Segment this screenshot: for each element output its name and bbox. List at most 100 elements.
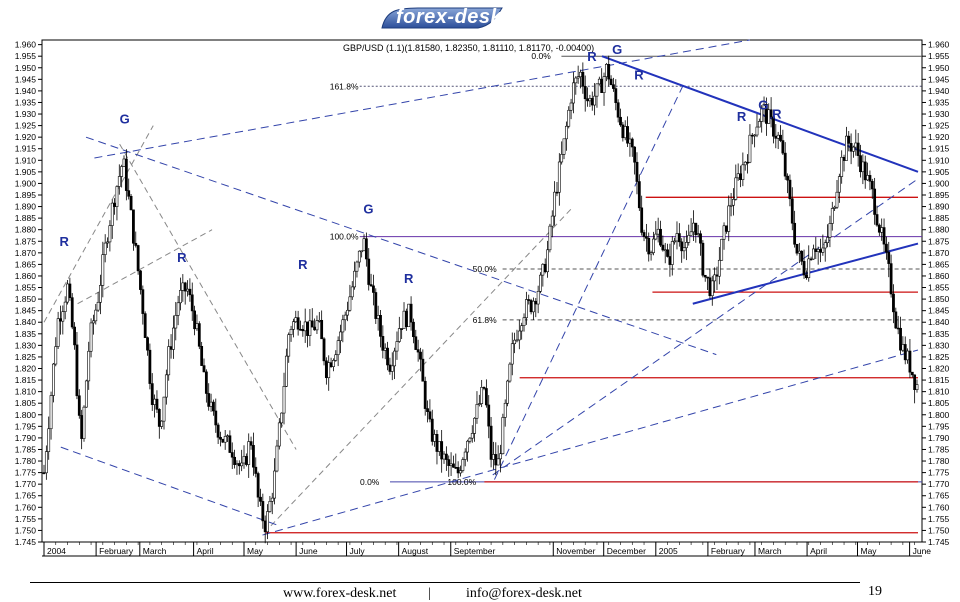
- candle-body: [484, 388, 488, 406]
- y-tick-label-left: 1.920: [15, 132, 37, 142]
- y-tick-label-right: 1.790: [928, 433, 950, 443]
- y-tick-label-right: 1.865: [928, 259, 950, 269]
- candle-body: [532, 300, 535, 313]
- candle-body: [141, 289, 145, 314]
- y-tick-label-right: 1.825: [928, 352, 950, 362]
- candle-body: [174, 315, 178, 329]
- candle-body: [689, 231, 693, 236]
- candle-body: [289, 328, 293, 335]
- candle-body: [167, 346, 171, 376]
- footer-email-link[interactable]: info@forex-desk.net: [466, 586, 582, 601]
- candle-body: [600, 78, 604, 93]
- candle-body: [200, 346, 204, 366]
- candle-body: [673, 240, 677, 243]
- candle-body: [868, 175, 872, 182]
- candle-body: [499, 453, 502, 460]
- footer-divider: [30, 582, 860, 583]
- candle-body: [75, 344, 79, 397]
- candle-body: [59, 318, 62, 322]
- candle-body: [412, 321, 415, 338]
- x-tick-label: April: [810, 546, 827, 556]
- candle-body: [400, 328, 404, 330]
- candle-body: [875, 214, 879, 226]
- candle-body: [715, 274, 719, 277]
- candle-body: [567, 109, 571, 127]
- candle-body: [823, 242, 827, 249]
- annotation-r: R: [404, 271, 414, 286]
- candle-body: [781, 140, 785, 154]
- candle-body: [160, 420, 164, 427]
- candle-body: [548, 225, 552, 251]
- candle-body: [833, 206, 837, 209]
- candle-body: [324, 360, 328, 379]
- y-tick-label-left: 1.855: [15, 283, 37, 293]
- candle-body: [494, 454, 498, 466]
- candle-body: [421, 358, 425, 382]
- candle-body: [117, 176, 121, 187]
- y-tick-label-left: 1.900: [15, 178, 37, 188]
- page-number: 19: [868, 584, 882, 599]
- y-tick-label-right: 1.885: [928, 213, 950, 223]
- candle-body: [713, 274, 717, 282]
- candle-body: [440, 441, 444, 460]
- candle-body: [595, 83, 599, 97]
- candle-body: [66, 283, 69, 303]
- candle-body: [73, 326, 76, 346]
- footer: www.forex-desk.net | info@forex-desk.net…: [0, 578, 960, 602]
- y-tick-label-right: 1.935: [928, 97, 950, 107]
- candle-body: [317, 319, 321, 322]
- y-tick-label-left: 1.795: [15, 421, 37, 431]
- y-tick-label-right: 1.930: [928, 109, 950, 119]
- candle-body: [367, 258, 371, 285]
- annotation-g: G: [120, 111, 130, 126]
- candle-body: [136, 245, 140, 272]
- candle-body: [489, 425, 493, 460]
- candle-body: [287, 334, 291, 357]
- y-tick-label-left: 1.930: [15, 109, 37, 119]
- candle-body: [430, 418, 434, 442]
- candle-body: [757, 121, 761, 128]
- candle-body: [550, 215, 554, 227]
- candle-body: [804, 274, 808, 279]
- candle-body: [501, 417, 505, 455]
- candle-body: [734, 177, 738, 200]
- candle-body: [157, 409, 161, 427]
- candle-body: [188, 288, 192, 296]
- candle-body: [783, 152, 787, 177]
- candle-body: [150, 383, 154, 405]
- candle-body: [407, 303, 411, 328]
- y-tick-label-left: 1.745: [15, 537, 37, 547]
- candle-body: [475, 404, 479, 419]
- candle-body: [659, 228, 662, 246]
- candle-body: [207, 393, 211, 407]
- candle-body: [233, 456, 236, 465]
- x-tick-label: 2004: [47, 546, 66, 556]
- candle-body: [628, 138, 632, 144]
- candle-body: [826, 237, 829, 243]
- candle-body: [581, 71, 585, 87]
- y-tick-label-left: 1.830: [15, 340, 37, 350]
- footer-website-link[interactable]: www.forex-desk.net: [283, 586, 397, 601]
- y-tick-label-right: 1.875: [928, 236, 950, 246]
- candle-body: [814, 248, 818, 252]
- candle-body: [404, 310, 408, 328]
- candle-body: [92, 320, 95, 324]
- candle-body: [122, 158, 126, 167]
- candle-body: [708, 277, 712, 297]
- y-tick-label-left: 1.750: [15, 525, 37, 535]
- gray-trendline: [119, 143, 297, 450]
- y-tick-label-left: 1.845: [15, 306, 37, 316]
- y-tick-label-left: 1.810: [15, 387, 37, 397]
- y-tick-label-left: 1.950: [15, 63, 37, 73]
- candle-body: [296, 317, 300, 330]
- candle-body: [110, 202, 114, 226]
- candle-body: [630, 138, 634, 148]
- y-tick-label-left: 1.820: [15, 363, 37, 373]
- candle-body: [214, 410, 218, 426]
- candle-body: [637, 181, 641, 209]
- candle-body: [336, 340, 340, 356]
- candle-body: [687, 235, 691, 243]
- candle-body: [724, 225, 728, 232]
- candle-body: [355, 261, 359, 272]
- y-tick-label-right: 1.840: [928, 317, 950, 327]
